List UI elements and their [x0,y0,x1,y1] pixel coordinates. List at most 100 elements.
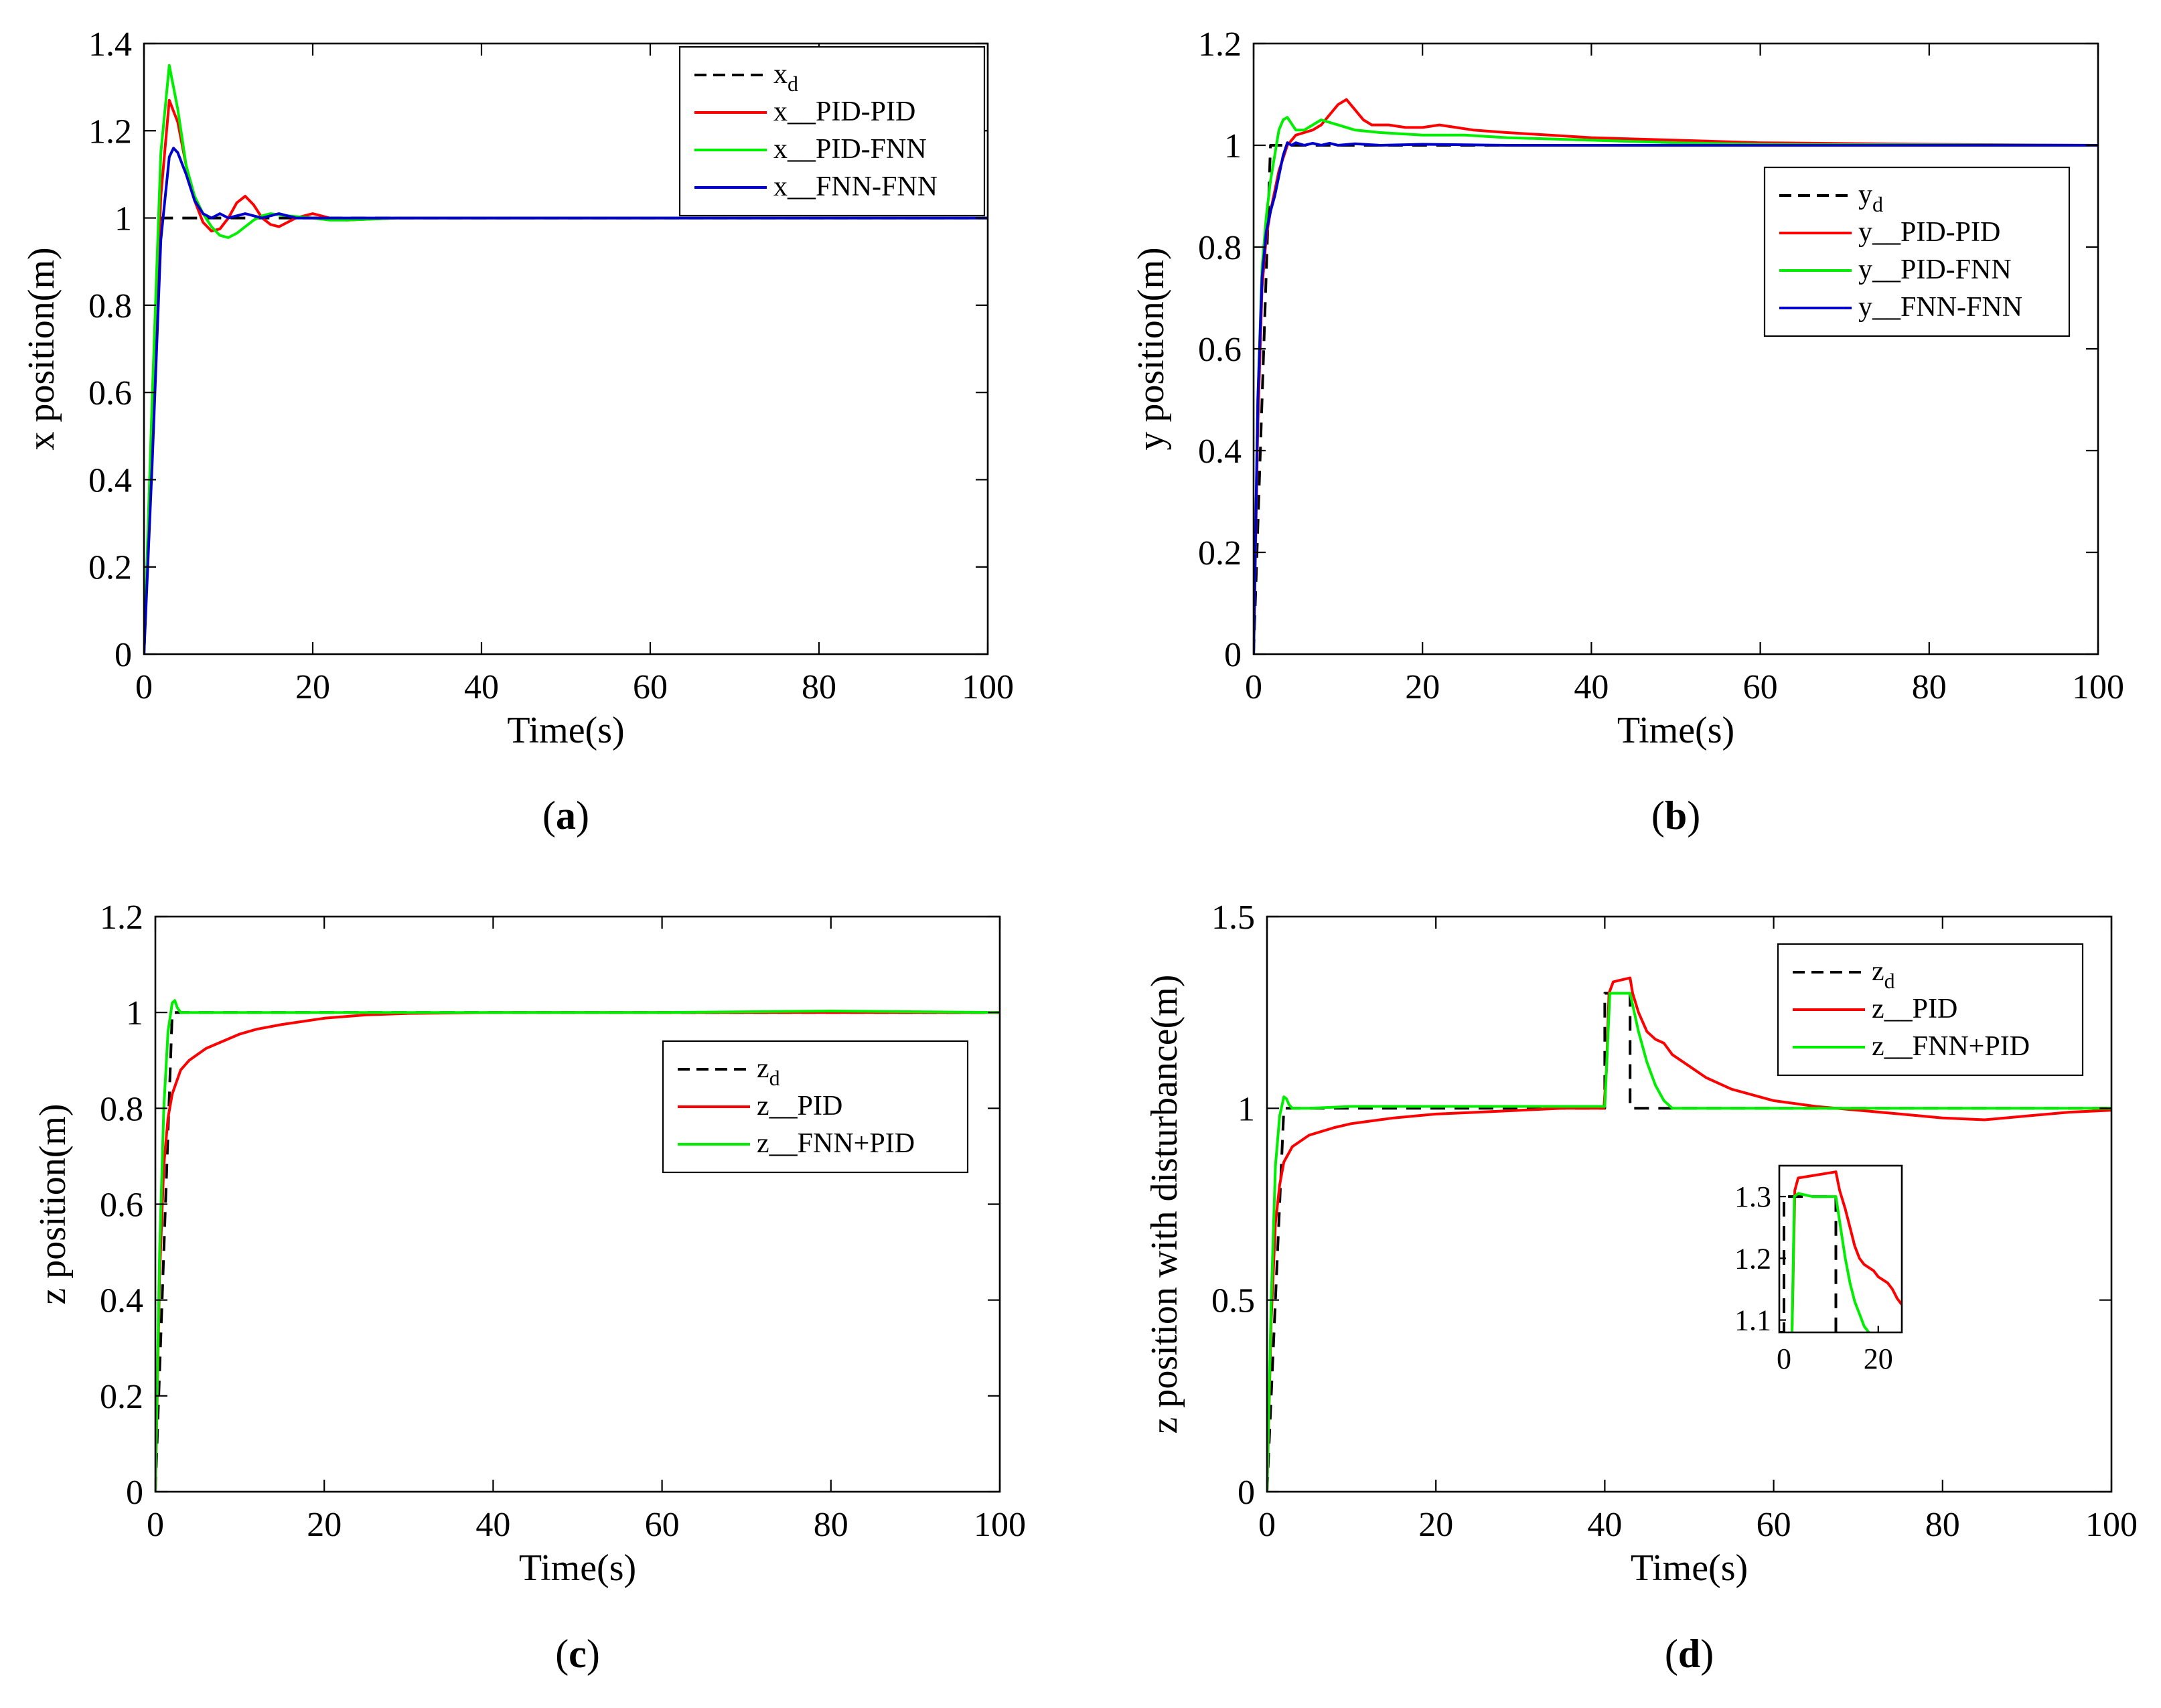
panel-d-ytick-label: 1.5 [1211,899,1255,937]
panel-a-ytick-label: 1.2 [88,112,132,151]
panel-d-ytick-label: 0.5 [1211,1282,1255,1320]
panel-a-xtick-label: 40 [464,668,499,706]
panel-b-legend-label-1: y__PID-PID [1858,217,2000,248]
panel-d-legend: zdz__PID z__FNN+PID [1777,943,2084,1077]
panel-d-axes-box [1266,915,2113,1493]
panel-d-inset: 0 20 1.1 1.2 1.3 [1734,1164,1903,1375]
panel-b-xtick-label: 40 [1574,668,1609,706]
panel-d-inset-ytick-label: 1.2 [1734,1242,1771,1275]
panel-a: 0 20 40 60 80 100 0 0.2 0.4 0.6 0.8 1 1.2 1.4 Time(s) x… [21,25,1014,838]
panel-b-sublabel: (b) [1651,793,1700,838]
panel-b-series-2 [1254,116,2098,654]
panel-c-ytick-label: 1.2 [100,899,143,937]
panel-c-axes-box [154,915,1001,1493]
panel-d-xtick-label: 0 [1258,1506,1276,1544]
panel-d-inset-ytick-label: 1.3 [1734,1180,1771,1213]
panel-d-legend-label-2: z__FNN+PID [1872,1031,2030,1062]
panel-c-ytick-label: 0.8 [100,1090,143,1128]
panel-b-ytick-label: 0.2 [1198,534,1242,572]
panel-d-ytick-label: 1 [1238,1090,1255,1128]
panel-b-xtick-label: 20 [1405,668,1440,706]
panel-c-xtick-label: 60 [645,1506,680,1544]
panel-c-xtick-label: 100 [974,1506,1026,1544]
panel-c-legend-label-0: zd [757,1053,780,1090]
panel-c: 0 20 40 60 80 100 0 0.2 0.4 0.6 0.8 1 1.2 Time(s) z po… [32,899,1026,1676]
panel-b-ytick-label: 0.6 [1198,331,1242,369]
panel-a-ytick-label: 0.8 [88,287,132,325]
panel-a-legend-label-2: x__PID-FNN [773,134,927,165]
panel-c-ytick-label: 0.6 [100,1186,143,1225]
panel-a-xtick-label: 60 [633,668,668,706]
panel-a-ylabel: x position(m) [21,247,62,450]
panel-b-series-3 [1254,141,2098,654]
panel-d: 0 20 40 60 80 100 0 0.5 1 1.5 Time(s) z position wi… [1144,899,2138,1676]
panel-c-ytick-label: 0.2 [100,1378,143,1416]
panel-c-legend-label-2: z__FNN+PID [757,1128,915,1159]
panel-b-xtick-label: 0 [1245,668,1262,706]
panel-a-xtick-label: 80 [802,668,836,706]
panel-b-ylabel: y position(m) [1130,247,1172,450]
panel-a-xtick-label: 0 [135,668,153,706]
panel-c-ytick-label: 1 [126,994,143,1032]
panel-b-ytick-label: 1.2 [1198,25,1242,64]
panel-a-ytick-label: 0 [115,636,132,674]
panel-b-ytick-label: 0.8 [1198,229,1242,267]
panel-d-series-0 [1267,992,2111,1492]
panel-d-inset-series-2 [1791,1192,1870,1332]
panel-a-ytick-label: 1.4 [88,25,132,64]
panel-c-ylabel: z position(m) [32,1103,74,1304]
panel-d-xtick-label: 80 [1925,1506,1960,1544]
panel-a-legend-label-0: xd [773,59,798,96]
panel-d-xtick-label: 60 [1757,1506,1791,1544]
panel-a-ytick-label: 0.2 [88,549,132,587]
panel-c-sublabel: (c) [555,1632,600,1676]
panel-d-sublabel: (d) [1665,1632,1714,1676]
panel-c-legend-label-1: z__PID [757,1091,842,1121]
panel-a-xtick-label: 20 [295,668,330,706]
panel-b-legend-label-0: yd [1858,179,1883,216]
panel-d-xtick-label: 100 [2085,1506,2138,1544]
panel-a-legend-label-1: x__PID-PID [773,96,915,127]
panel-a-series-3 [144,147,988,654]
panel-d-inset-xtick-label: 0 [1777,1342,1791,1375]
panel-d-xtick-label: 40 [1587,1506,1622,1544]
panel-c-legend: zdz__PID z__FNN+PID [662,1040,969,1174]
panel-a-series-0 [144,216,988,654]
panel-c-xlabel: Time(s) [519,1547,636,1589]
panel-b-legend: ydy__PID-PID y__PID-FNN y__FNN-FNN [1763,166,2071,337]
panel-a-legend: xdx__PID-PID x__PID-FNN x__FNN-FNN [678,46,986,217]
panel-d-inset-ytick-label: 1.1 [1734,1304,1771,1337]
panel-b-xtick-label: 80 [1912,668,1947,706]
panel-c-xtick-label: 80 [814,1506,848,1544]
panel-c-series-2 [155,999,1000,1492]
panel-a-sublabel: (a) [542,793,589,838]
panel-b-xtick-label: 60 [1743,668,1778,706]
panel-a-ytick-label: 1 [115,200,132,238]
panel-b-ytick-label: 1 [1224,127,1242,165]
panel-b-legend-label-2: y__PID-FNN [1858,254,2012,285]
panel-a-ytick-label: 0.4 [88,461,132,499]
panel-c-xtick-label: 0 [147,1506,164,1544]
panel-a-xtick-label: 100 [962,668,1014,706]
panel-a-xlabel: Time(s) [507,710,624,751]
panel-c-ytick-label: 0 [126,1474,143,1512]
panel-d-inset-xtick-label: 20 [1864,1342,1893,1375]
panel-d-legend-label-0: zd [1872,956,1895,993]
panel-a-legend-label-3: x__FNN-FNN [773,171,938,202]
panel-b-axes-box [1252,42,2099,655]
panel-d-ytick-label: 0 [1238,1474,1255,1512]
panel-d-ylabel: z position with disturbance(m) [1144,975,1185,1434]
panel-a-axes-box [143,42,989,655]
panel-d-legend-label-1: z__PID [1872,994,1957,1024]
panel-c-ytick-label: 0.4 [100,1282,143,1320]
panel-c-xtick-label: 20 [307,1506,342,1544]
panel-b-legend-label-3: y__FNN-FNN [1858,292,2022,323]
panel-b-ytick-label: 0.4 [1198,433,1242,471]
panel-b-ytick-label: 0 [1224,636,1242,674]
panel-c-xtick-label: 40 [475,1506,510,1544]
panel-d-series-2 [1267,992,2111,1492]
panel-d-series-1 [1267,976,2111,1492]
panel-d-xlabel: Time(s) [1631,1547,1748,1589]
panel-b-xlabel: Time(s) [1617,710,1734,751]
